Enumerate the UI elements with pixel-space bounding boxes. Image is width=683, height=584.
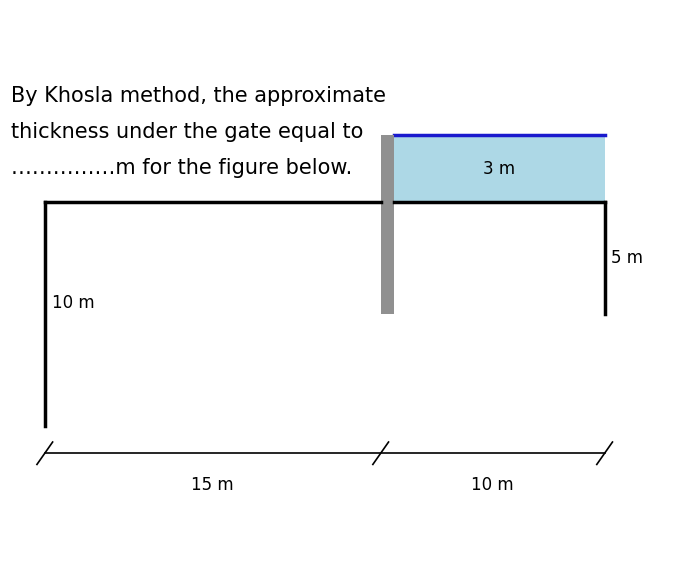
Text: 15 m: 15 m xyxy=(191,475,234,493)
Text: 3 m: 3 m xyxy=(484,160,516,178)
Text: By Khosla method, the approximate: By Khosla method, the approximate xyxy=(11,86,386,106)
Bar xyxy=(394,135,604,203)
Text: 10 m: 10 m xyxy=(471,475,514,493)
Text: 5 m: 5 m xyxy=(611,249,643,267)
Text: ……………m for the figure below.: ……………m for the figure below. xyxy=(11,158,352,178)
Bar xyxy=(380,135,394,314)
Text: 10 m: 10 m xyxy=(51,294,94,312)
Text: thickness under the gate equal to: thickness under the gate equal to xyxy=(11,122,363,142)
